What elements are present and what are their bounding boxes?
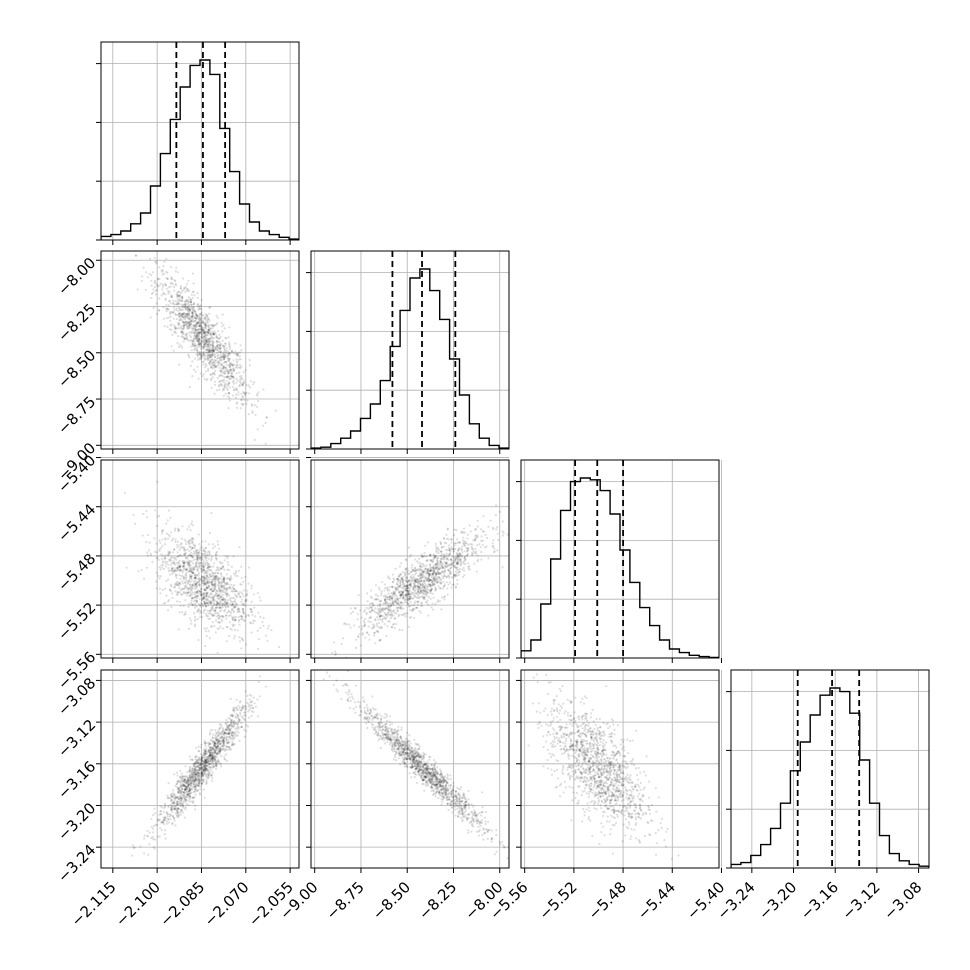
scatter-points — [527, 673, 680, 861]
x-tick-label: −5.48 — [585, 878, 630, 923]
y-tick-label: −3.16 — [54, 757, 99, 802]
panel-frame — [730, 669, 930, 869]
x-tick-label: −3.16 — [797, 878, 842, 923]
scatter-points — [331, 504, 509, 658]
panel-frame — [100, 669, 300, 869]
panel-r1-c1 — [306, 250, 510, 454]
x-tick-label: −8.50 — [369, 878, 414, 923]
histogram-line — [521, 477, 719, 658]
panel-r2-c1 — [306, 457, 510, 663]
x-tick-label: −3.08 — [880, 878, 925, 923]
y-tick-label: −5.52 — [54, 599, 99, 644]
y-tick-label: −8.50 — [54, 346, 99, 391]
x-tick-label: −2.115 — [68, 878, 120, 930]
x-tick-label: −5.52 — [535, 878, 580, 923]
panel-r3-c0: −3.24−3.20−3.16−3.12−3.08−2.115−2.100−2.… — [54, 669, 300, 930]
panel-r3-c1: −9.00 −8.75 −8.50 −8.25 −8.00 — [276, 669, 510, 923]
scatter-points — [131, 675, 267, 857]
panel-r1-c0: −9.00−8.75−8.50−8.25−8.00 — [54, 250, 300, 484]
scatter-points — [123, 480, 281, 654]
panel-frame — [520, 459, 720, 659]
y-tick-label: −8.75 — [54, 393, 99, 438]
panel-frame — [310, 669, 510, 869]
x-tick-label: −8.75 — [323, 878, 368, 923]
x-tick-label: −3.20 — [755, 878, 800, 923]
panel-frame — [100, 250, 300, 450]
y-tick-label: −8.25 — [54, 300, 99, 345]
x-tick-label: −2.085 — [156, 878, 208, 930]
panel-frame — [520, 669, 720, 869]
scatter-points — [132, 251, 277, 445]
y-tick-label: −3.24 — [54, 841, 99, 886]
histogram-line — [101, 59, 299, 240]
panel-frame — [310, 459, 510, 659]
y-tick-label: −5.48 — [54, 550, 99, 595]
panel-r2-c0: −5.56−5.52−5.48−5.44−5.40 — [54, 451, 300, 693]
panel-r2-c2 — [516, 459, 722, 663]
histogram-line — [731, 687, 929, 868]
y-tick-label: −3.20 — [54, 799, 99, 844]
panel-frame — [310, 250, 510, 450]
panel-r3-c3: −3.24−3.20−3.16−3.12−3.08 — [713, 669, 930, 923]
panel-frame — [100, 41, 300, 241]
panel-frame — [100, 459, 300, 659]
panel-r0-c0 — [96, 41, 300, 245]
x-tick-label: −8.25 — [415, 878, 460, 923]
scatter-points — [322, 670, 509, 860]
x-tick-label: −5.44 — [634, 878, 679, 923]
y-tick-label: −3.12 — [54, 716, 99, 761]
x-tick-label: −3.12 — [838, 878, 883, 923]
panel-r3-c2: −5.56 −5.52 −5.48 −5.44 −5.40 — [486, 669, 728, 923]
y-tick-label: −8.00 — [54, 254, 99, 299]
histogram-line — [311, 268, 509, 449]
y-tick-label: −5.44 — [54, 500, 99, 545]
x-tick-label: −2.100 — [112, 878, 164, 930]
x-tick-label: −2.070 — [201, 878, 253, 930]
